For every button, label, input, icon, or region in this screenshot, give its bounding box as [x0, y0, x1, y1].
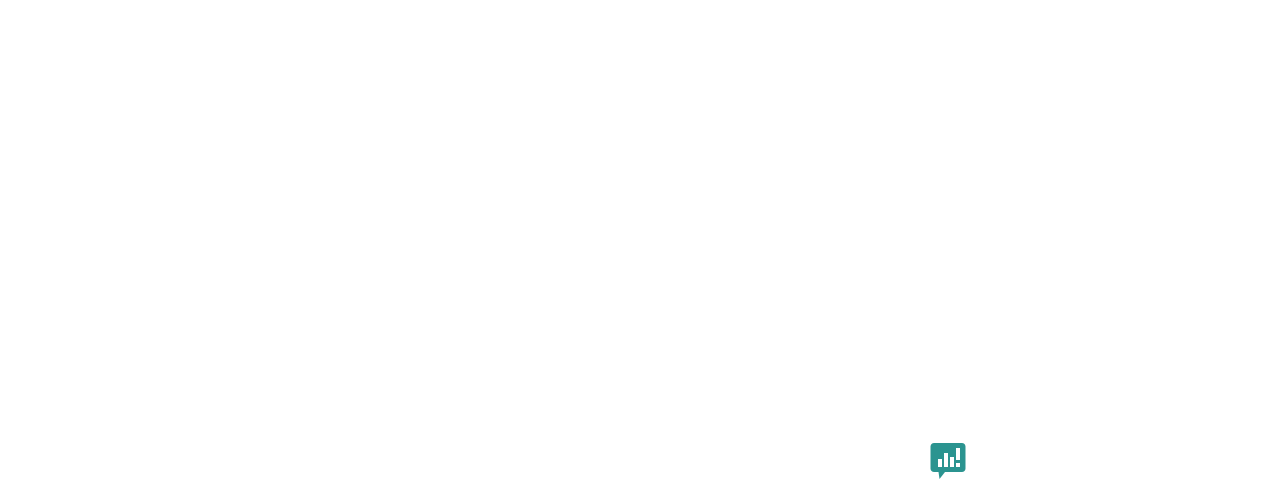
logo-exclamation-dot	[956, 463, 960, 467]
logo-bar-short	[938, 459, 942, 467]
logo-exclamation-bar	[956, 448, 960, 460]
newsworthy-brand	[930, 442, 974, 480]
newsworthy-logo-icon	[930, 443, 966, 479]
logo-bar-medium	[950, 457, 954, 467]
logo-bar-tall	[944, 453, 948, 467]
